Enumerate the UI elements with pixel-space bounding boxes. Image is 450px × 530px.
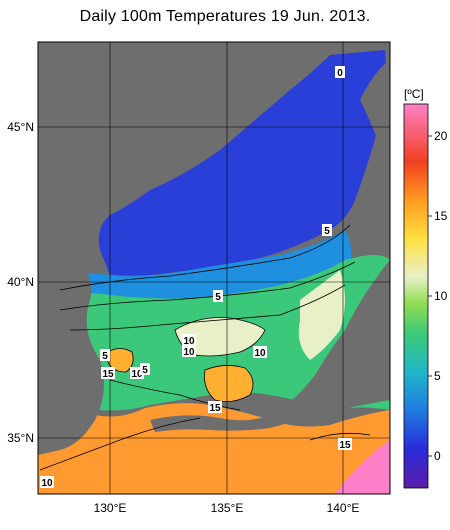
- x-tick-label: 130°E: [94, 501, 127, 515]
- japan-hokkaido: [360, 60, 390, 220]
- warm-water-region: [38, 403, 390, 494]
- temperate-zone: [175, 317, 265, 356]
- contour-label: 5: [100, 349, 110, 362]
- x-tick-label: 140°E: [327, 501, 360, 515]
- contour-label: 10: [182, 345, 196, 358]
- svg-text:10: 10: [254, 348, 266, 359]
- colorbar-tick-label: 10: [434, 289, 448, 303]
- y-tick-label: 35°N: [7, 431, 34, 445]
- temperate-zone-east: [298, 270, 345, 360]
- colorbar-tick-label: 20: [434, 129, 448, 143]
- svg-text:10: 10: [183, 347, 195, 358]
- colorbar: [403, 103, 429, 489]
- korean-peninsula: [38, 255, 104, 455]
- hot-water-region: [334, 440, 390, 494]
- map-frame: [37, 41, 391, 495]
- colorbar-ticks: [428, 135, 432, 457]
- svg-text:5: 5: [324, 226, 330, 237]
- y-tick-label: 45°N: [7, 120, 34, 134]
- contour-label: 10: [40, 476, 54, 489]
- svg-text:5: 5: [102, 351, 108, 362]
- warm-eddy: [204, 365, 254, 402]
- contour-label: 10: [253, 346, 267, 359]
- svg-text:10: 10: [183, 336, 195, 347]
- colorbar-unit: [ºC]: [404, 87, 424, 101]
- contour-label: 5: [140, 363, 150, 376]
- cold-basin: [98, 50, 386, 276]
- graticule: [38, 42, 390, 494]
- svg-text:15: 15: [339, 440, 351, 451]
- svg-text:15: 15: [102, 369, 114, 380]
- contour-label: 5: [322, 224, 332, 237]
- japan-honshu: [150, 260, 390, 432]
- svg-text:15: 15: [209, 403, 221, 414]
- svg-text:10: 10: [41, 478, 53, 489]
- svg-text:0: 0: [337, 68, 343, 79]
- contour-label: 0: [335, 66, 345, 79]
- svg-text:5: 5: [215, 292, 221, 303]
- contour-label: 15: [338, 438, 352, 451]
- svg-text:10: 10: [131, 369, 143, 380]
- y-tick-label: 40°N: [7, 275, 34, 289]
- colorbar-tick-label: 0: [434, 449, 441, 463]
- map-title: Daily 100m Temperatures 19 Jun. 2013.: [79, 8, 371, 25]
- contour-label: 15: [208, 401, 222, 414]
- contour-label-group: 0 5 5 10 10 10 5 15 10 5 15 15 10: [40, 66, 352, 489]
- x-tick-label: 135°E: [211, 501, 244, 515]
- warm-eddy-west: [108, 348, 134, 372]
- colorbar-tick-label: 15: [434, 209, 448, 223]
- contour-label: 15: [101, 367, 115, 380]
- colorbar-tick-label: 5: [434, 369, 441, 383]
- contour-label: 10: [182, 334, 196, 347]
- contour-label: 5: [213, 290, 223, 303]
- svg-text:5: 5: [142, 365, 148, 376]
